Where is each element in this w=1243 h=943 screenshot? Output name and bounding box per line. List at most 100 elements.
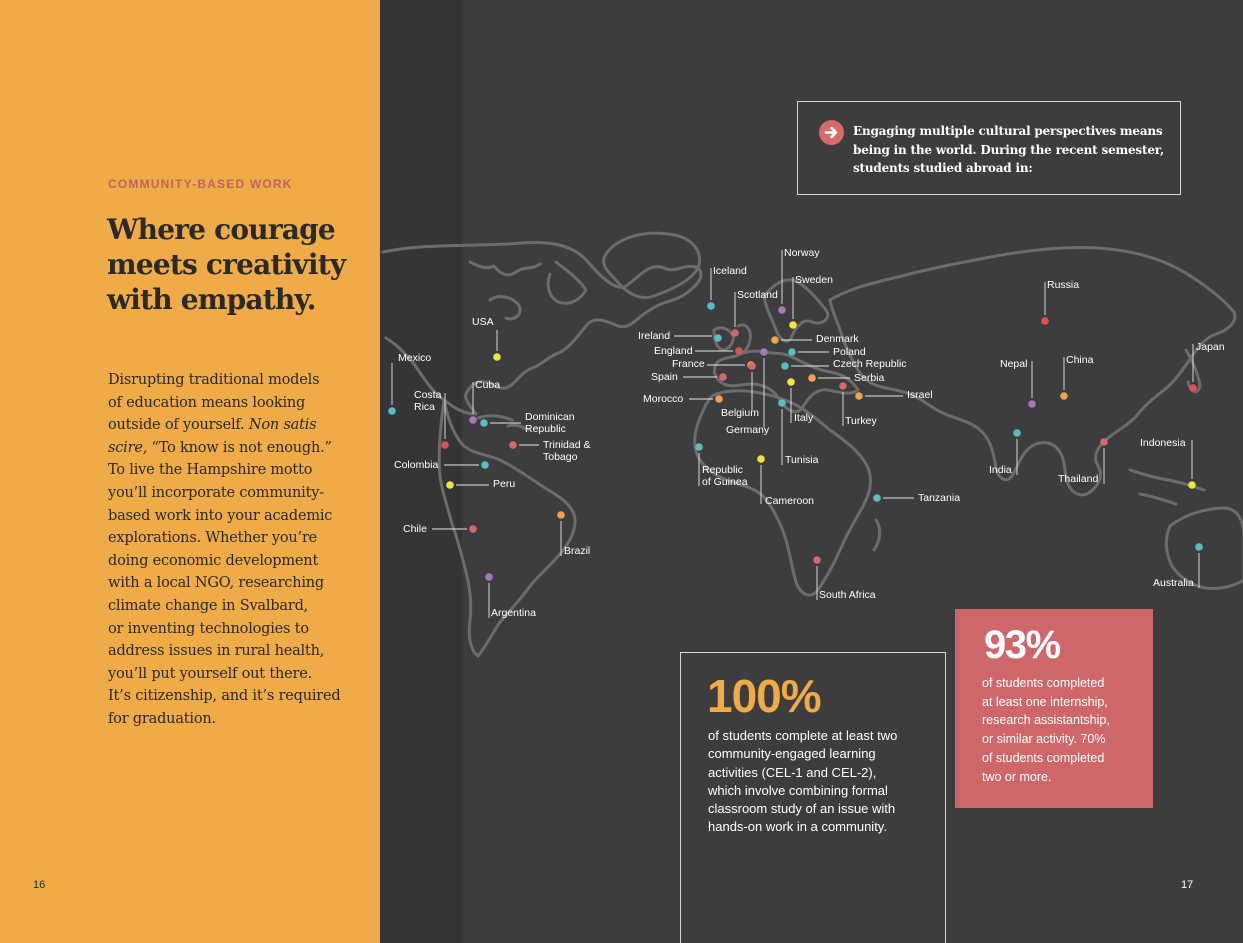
country-label-denmark: Denmark (816, 333, 859, 345)
country-label-france: France (672, 358, 705, 370)
country-label-iceland: Iceland (713, 265, 747, 277)
body-line: address issues in rural health, (108, 643, 325, 660)
marker-australia (1195, 543, 1203, 551)
country-label-republic-of-guinea: Republic of Guinea (702, 464, 748, 488)
country-label-dominican-republic: Dominican Republic (525, 411, 575, 435)
marker-indonesia (1188, 481, 1196, 489)
stat-line: activities (CEL-1 and CEL-2), (708, 764, 877, 780)
body-line: outside of yourself. Non satis (108, 417, 317, 434)
marker-poland (788, 348, 796, 356)
country-label-indonesia: Indonesia (1140, 437, 1186, 449)
stat-line: of students completed (982, 750, 1105, 765)
country-label-tanzania: Tanzania (918, 492, 961, 504)
marker-usa (493, 353, 501, 361)
country-label-japan: Japan (1196, 341, 1225, 353)
country-label-south-africa: South Africa (819, 589, 876, 601)
stat-description: of students completed at least one inter… (982, 674, 1152, 786)
stat-line: of students completed (982, 676, 1105, 690)
arrow-right-icon (819, 120, 844, 145)
marker-norway (778, 306, 786, 314)
callout-line: Engaging multiple cultural perspectives … (853, 124, 1163, 138)
country-label-costa-rica: Costa Rica (414, 389, 442, 413)
marker-england (735, 347, 743, 355)
country-label-nepal: Nepal (1000, 358, 1028, 370)
marker-scotland (731, 329, 739, 337)
marker-peru (446, 481, 454, 489)
marker-ireland (714, 334, 722, 342)
country-label-england: England (654, 345, 693, 357)
stat-value: 93% (984, 623, 1061, 667)
marker-denmark (771, 336, 779, 344)
body-line: you’ll put yourself out there. (108, 665, 313, 682)
country-label-scotland: Scotland (737, 289, 778, 301)
country-label-serbia: Serbia (854, 372, 885, 384)
stat-line: which involve combining formal (708, 782, 888, 798)
marker-dominican-republic (480, 419, 488, 427)
stat-line: two or more. (982, 769, 1052, 784)
marker-chile (469, 525, 477, 533)
marker-turkey (839, 382, 847, 390)
marker-japan (1189, 384, 1197, 392)
body-line: or inventing technologies to (108, 620, 309, 637)
stat-line: hands-on work in a community. (708, 819, 887, 835)
body-line: you’ll incorporate community- (108, 484, 324, 501)
body-line: It’s citizenship, and it’s required (108, 688, 341, 705)
country-label-spain: Spain (651, 371, 678, 383)
stat-box-internship: 93% of students completed at least one i… (955, 609, 1153, 808)
country-label-poland: Poland (833, 346, 866, 358)
continent-outlines (381, 231, 1243, 658)
section-eyebrow: COMMUNITY-BASED WORK (108, 177, 293, 191)
marker-china (1060, 392, 1068, 400)
country-label-usa: USA (472, 316, 494, 328)
country-label-norway: Norway (784, 247, 820, 259)
stat-line: classroom study of an issue with (708, 801, 896, 817)
marker-tunisia (778, 399, 786, 407)
headline-line: with empathy. (107, 283, 316, 316)
country-label-czech-republic: Czech Republic (833, 358, 907, 370)
marker-argentina (485, 573, 493, 581)
country-label-mexico: Mexico (398, 352, 432, 364)
marker-russia (1041, 317, 1049, 325)
body-line: To live the Hampshire motto (108, 462, 313, 479)
page-number-left: 16 (33, 879, 46, 891)
country-label-israel: Israel (907, 389, 933, 401)
country-label-peru: Peru (493, 478, 516, 490)
country-label-cameroon: Cameroon (765, 495, 815, 507)
marker-serbia (808, 374, 816, 382)
marker-mexico (388, 407, 396, 415)
stat-line: or similar activity. 70% (982, 732, 1106, 747)
country-label-trinidad-tobago: Trinidad & Tobago (543, 439, 591, 463)
left-page: COMMUNITY-BASED WORK Where courage meets… (0, 0, 380, 943)
country-label-ireland: Ireland (638, 330, 671, 342)
headline-line: meets creativity (107, 248, 346, 281)
country-label-argentina: Argentina (491, 607, 536, 619)
marker-tanzania (873, 494, 881, 502)
marker-morocco (715, 395, 723, 403)
country-label-morocco: Morocco (643, 393, 684, 405)
page-headline: Where courage meets creativity with empa… (107, 212, 367, 317)
country-label-tunisia: Tunisia (785, 454, 819, 466)
headline-line: Where courage (107, 213, 336, 246)
country-label-belgium: Belgium (721, 407, 759, 419)
marker-germany (760, 348, 768, 356)
marker-iceland (707, 302, 715, 310)
stat-description: of students complete at least two commun… (708, 727, 938, 837)
body-line: scire, “To know is not enough.” (108, 439, 332, 456)
body-line: Disrupting traditional models (108, 372, 320, 388)
marker-costa-rica (441, 441, 449, 449)
callout-line: students studied abroad in: (853, 161, 1033, 175)
callout-text: Engaging multiple cultural perspectives … (853, 122, 1173, 178)
marker-italy (787, 378, 795, 386)
country-label-sweden: Sweden (795, 274, 833, 286)
marker-cameroon (757, 455, 765, 463)
stat-line: at least one internship, (982, 694, 1108, 709)
marker-spain (719, 373, 727, 381)
country-label-brazil: Brazil (564, 545, 591, 557)
country-label-italy: Italy (794, 412, 814, 424)
marker-south-africa (813, 556, 821, 564)
country-label-cuba: Cuba (475, 379, 501, 391)
country-label-thailand: Thailand (1058, 473, 1099, 485)
body-line: of education means looking (108, 394, 306, 411)
marker-india (1013, 429, 1021, 437)
